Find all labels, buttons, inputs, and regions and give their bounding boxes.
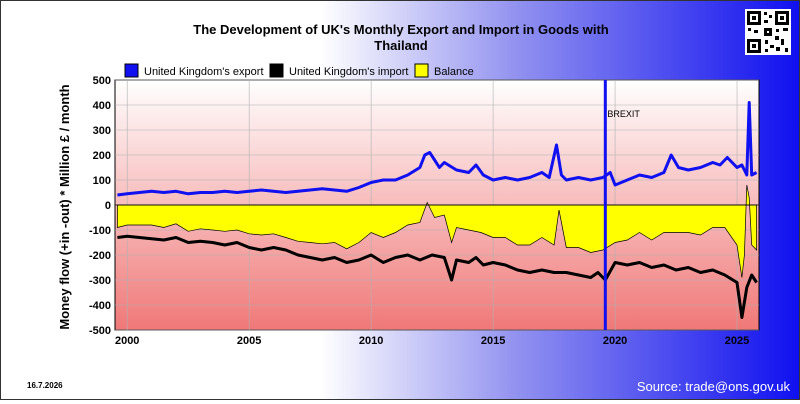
series-export-line bbox=[117, 101, 758, 197]
y-tick-label: 300 bbox=[93, 125, 111, 137]
y-axis-ticks: -500 -400 -300 -200 -100 0 100 200 300 400 500 bbox=[89, 75, 111, 337]
y-tick-label: 500 bbox=[93, 75, 111, 87]
x-tick-label: 2000 bbox=[115, 335, 139, 347]
series-balance-area bbox=[117, 184, 757, 278]
brexit-label: BREXIT bbox=[607, 109, 640, 119]
y-tick-label: -300 bbox=[89, 275, 111, 287]
y-tick-label: -500 bbox=[89, 325, 111, 337]
legend-swatch-import bbox=[269, 63, 284, 78]
legend-swatch-balance bbox=[414, 63, 429, 78]
x-tick-label: 2005 bbox=[237, 335, 261, 347]
legend-label-balance: Balance bbox=[434, 66, 474, 78]
date-stamp: 16.7.2026 bbox=[27, 381, 63, 390]
y-tick-label: 200 bbox=[93, 150, 111, 162]
y-tick-label: -200 bbox=[89, 250, 111, 262]
y-tick-label: -400 bbox=[89, 300, 111, 312]
y-tick-label: 0 bbox=[105, 200, 111, 212]
series-import-line bbox=[117, 234, 758, 319]
legend-label-export: United Kingdom's export bbox=[144, 66, 264, 78]
y-tick-label: -100 bbox=[89, 225, 111, 237]
x-tick-label: 2025 bbox=[725, 335, 749, 347]
y-tick-label: 400 bbox=[93, 100, 111, 112]
chart-title-line-1: The Development of UK's Monthly Export a… bbox=[193, 22, 609, 37]
x-axis-ticks: 2000 2005 2010 2015 2020 2025 bbox=[115, 335, 749, 347]
qr-code-icon bbox=[745, 9, 791, 55]
source-credit: Source: trade@ons.gov.uk bbox=[637, 379, 791, 394]
x-tick-label: 2020 bbox=[603, 335, 627, 347]
legend-swatch-export bbox=[124, 63, 139, 78]
y-tick-label: 100 bbox=[93, 175, 111, 187]
chart-title-line-2: Thailand bbox=[374, 38, 428, 53]
legend-label-import: United Kingdom's import bbox=[289, 66, 409, 78]
plot-marks: BREXIT bbox=[115, 80, 759, 330]
y-axis-label: Money flow (+in -out) * Million £ / mont… bbox=[57, 84, 72, 329]
legend: United Kingdom's export United Kingdom's… bbox=[124, 63, 474, 78]
x-tick-label: 2015 bbox=[481, 335, 505, 347]
x-tick-label: 2010 bbox=[359, 335, 383, 347]
